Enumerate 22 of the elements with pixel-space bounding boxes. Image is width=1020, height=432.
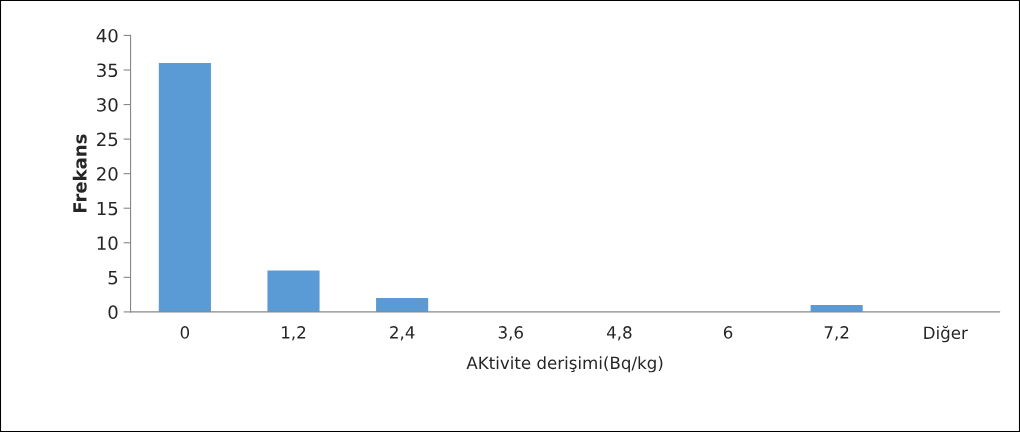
y-tick-label: 30 <box>97 98 118 112</box>
x-tick-label: 1,2 <box>282 326 306 341</box>
y-tick-label: 35 <box>97 63 118 78</box>
bar <box>158 63 211 312</box>
x-tick-label: 2,4 <box>390 326 415 341</box>
x-tick-label: 7,2 <box>824 326 849 341</box>
bar <box>267 270 320 312</box>
bar <box>376 298 429 312</box>
x-tick-label: 3,6 <box>498 326 523 341</box>
x-tick-label: Diğer <box>924 325 968 343</box>
y-tick-label: 0 <box>108 305 118 320</box>
y-tick-label: 15 <box>97 201 118 216</box>
x-tick-label: 4,8 <box>606 326 632 341</box>
y-tick-label: 40 <box>96 28 118 43</box>
y-tick-label: 10 <box>97 236 118 250</box>
y-tick-label: 25 <box>97 132 118 147</box>
y-tick-label: 20 <box>97 167 118 181</box>
y-axis-title: Frekans <box>72 134 87 213</box>
y-tick-label: 5 <box>108 271 118 285</box>
x-axis-title: AKtivite derişimi(Bq/kg) <box>466 356 663 373</box>
x-tick-label: 6 <box>723 326 733 339</box>
x-tick-label: 0 <box>180 326 190 339</box>
